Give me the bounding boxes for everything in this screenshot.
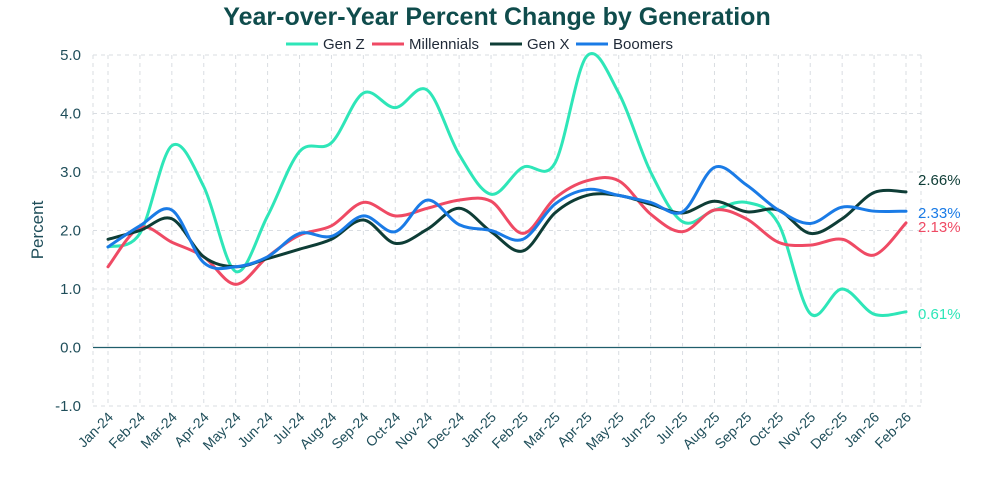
- y-tick-label: 3.0: [60, 164, 81, 181]
- series-line-boomers: [106, 165, 908, 271]
- x-tick-label: Jun-25: [617, 409, 659, 451]
- end-label-gen-x: 2.66%: [918, 172, 961, 189]
- end-label-millennials: 2.13%: [918, 219, 961, 236]
- x-tick-label: Dec-25: [807, 409, 850, 452]
- y-tick-label: 0.0: [60, 340, 81, 357]
- legend-label-gen-z: Gen Z: [323, 36, 365, 53]
- series-lines: [106, 52, 908, 318]
- legend-item-gen-x[interactable]: Gen X: [490, 36, 570, 53]
- y-axis-label: Percent: [28, 200, 47, 259]
- legend-label-millennials: Millennials: [409, 36, 479, 53]
- x-tick-label: Dec-24: [424, 409, 467, 452]
- y-tick-label: 5.0: [60, 47, 81, 64]
- legend-item-gen-z[interactable]: Gen Z: [286, 36, 365, 53]
- y-tick-label: 2.0: [60, 223, 81, 240]
- legend-label-gen-x: Gen X: [527, 36, 570, 53]
- x-tick-label: Sep-24: [328, 409, 371, 452]
- legend-label-boomers: Boomers: [613, 36, 673, 53]
- x-tick-label: Sep-25: [711, 409, 754, 452]
- end-labels: 0.61% 2.13% 2.66% 2.33%: [918, 172, 961, 323]
- x-tick-label: Jun-24: [234, 409, 276, 451]
- end-label-gen-z: 0.61%: [918, 306, 961, 323]
- y-tick-label: -1.0: [55, 398, 81, 415]
- x-tick-label: Mar-24: [137, 409, 180, 452]
- grid: [92, 54, 922, 407]
- chart-title: Year-over-Year Percent Change by Generat…: [223, 3, 770, 31]
- y-tick-label: 1.0: [60, 281, 81, 298]
- legend-item-boomers[interactable]: Boomers: [576, 36, 673, 53]
- y-axis-ticks: -1.0 0.0 1.0 2.0 3.0 4.0 5.0: [55, 47, 81, 415]
- legend: Gen Z Millennials Gen X Boomers: [286, 36, 673, 53]
- end-label-boomers: 2.33%: [918, 205, 961, 222]
- legend-item-millennials[interactable]: Millennials: [372, 36, 479, 53]
- x-tick-label: Mar-25: [520, 409, 563, 452]
- x-axis-ticks: Jan-24Feb-24Mar-24Apr-24May-24Jun-24Jul-…: [75, 409, 915, 453]
- x-tick-label: Feb-26: [871, 409, 914, 452]
- y-tick-label: 4.0: [60, 106, 81, 123]
- series-line-millennials: [106, 176, 908, 286]
- series-line-gen-z: [106, 52, 908, 318]
